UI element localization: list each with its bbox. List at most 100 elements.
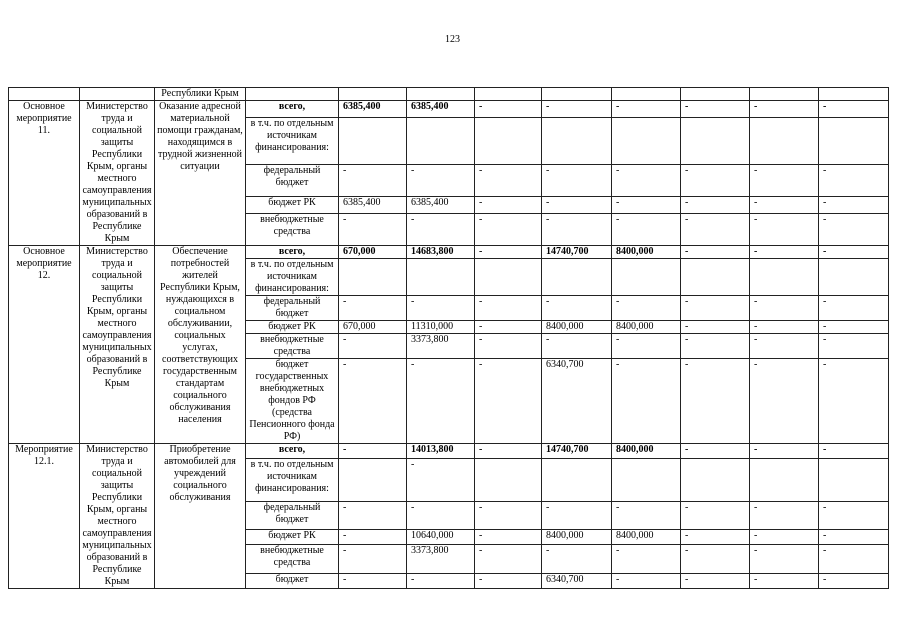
amount-cell: - (338, 164, 407, 198)
funding-source-cell: бюджет РК (245, 529, 339, 546)
amount-cell (541, 457, 612, 502)
amount-cell: - (338, 443, 407, 459)
amount-cell (611, 116, 681, 166)
table-row: Основное мероприятие 11. Министерство тру… (8, 100, 889, 246)
amount-cell (541, 116, 612, 166)
amount-cell: - (541, 212, 612, 247)
amount-cell: - (611, 212, 681, 247)
amount-cell: - (474, 212, 542, 247)
amount-cell: - (680, 196, 750, 214)
funding-source-cell: в т.ч. по отдельным источникам финансиро… (245, 457, 339, 502)
amount-cell (474, 457, 542, 502)
amount-cell: - (818, 196, 889, 214)
amount-cell: - (749, 358, 819, 444)
amount-cell: - (749, 500, 819, 531)
amount-cell: - (818, 358, 889, 444)
amount-cell: - (749, 320, 819, 334)
amount-cell: - (680, 320, 750, 334)
value-cell (541, 87, 612, 101)
amount-cell: - (611, 573, 681, 589)
table-row: Мероприятие 12.1. Министерство труда и со… (8, 443, 889, 589)
amount-cell: 8400,000 (611, 443, 681, 459)
amount-cell: - (749, 573, 819, 589)
table-row: внебюджетные средства - - - - - - - - (9, 212, 889, 247)
table-row: федеральный бюджет - - - - - - - - (9, 295, 889, 321)
amount-cell: - (406, 573, 475, 589)
amount-cell (474, 258, 542, 296)
funding-source-cell: всего, (245, 443, 339, 459)
amount-cell (680, 116, 750, 166)
amount-cell: - (818, 295, 889, 321)
amount-cell: - (474, 544, 542, 575)
amount-cell (749, 258, 819, 296)
amount-cell: 670,000 (338, 320, 407, 334)
amount-cell: - (338, 333, 407, 359)
name-cell: Республики Крым (154, 87, 246, 101)
amount-cell: - (338, 529, 407, 546)
value-cell (338, 87, 407, 101)
amount-cell: 10640,000 (406, 529, 475, 546)
funding-source-cell: бюджет (245, 573, 339, 589)
activity-cell (8, 87, 80, 101)
amount-cell: 6385,400 (406, 196, 475, 214)
amount-cell: 6340,700 (541, 573, 612, 589)
amount-cell: - (680, 212, 750, 247)
executor-cell (79, 87, 155, 101)
amount-cell: - (818, 500, 889, 531)
funding-source-cell: федеральный бюджет (245, 295, 339, 321)
amount-cell: - (818, 443, 889, 459)
amount-cell (541, 258, 612, 296)
amount-cell (818, 258, 889, 296)
amount-cell (406, 258, 475, 296)
amount-cell: - (749, 295, 819, 321)
funding-source-cell: всего, (245, 100, 339, 118)
amount-cell: - (474, 529, 542, 546)
amount-cell: - (818, 320, 889, 334)
amount-cell (338, 457, 407, 502)
amount-cell: - (406, 295, 475, 321)
amount-cell: - (474, 573, 542, 589)
funding-source-cell: внебюджетные средства (245, 212, 339, 247)
amount-cell: - (680, 529, 750, 546)
amount-cell: 8400,000 (541, 320, 612, 334)
amount-cell: - (680, 245, 750, 259)
amount-cell: - (541, 500, 612, 531)
amount-cell: 14740,700 (541, 245, 612, 259)
amount-cell: - (406, 358, 475, 444)
amount-cell (818, 116, 889, 166)
amount-cell: - (818, 100, 889, 118)
amount-cell: - (338, 500, 407, 531)
table-row: бюджет РК -10640,000-8400,000 8400,000- - - (9, 529, 889, 546)
table-row: федеральный бюджет - - - - - - - - (9, 164, 889, 198)
amount-cell: - (474, 500, 542, 531)
activity-cell: Основное мероприятие 11. (8, 100, 80, 246)
value-cell (611, 87, 681, 101)
amount-cell: 8400,000 (611, 320, 681, 334)
financing-table: Республики Крым Основное мероприятие 11. М… (8, 87, 889, 589)
amount-cell: - (749, 544, 819, 575)
amount-cell: 3373,800 (406, 544, 475, 575)
funding-source-cell: в т.ч. по отдельным источникам финансиро… (245, 116, 339, 166)
amount-cell: 670,000 (338, 245, 407, 259)
amount-cell: - (541, 196, 612, 214)
name-cell: Приобретение автомобилей для учреждений … (154, 443, 246, 589)
funding-source-cell: внебюджетные средства (245, 544, 339, 575)
activity-cell: Основное мероприятие 12. (8, 245, 80, 444)
value-cell (680, 87, 750, 101)
table-row: Республики Крым (8, 87, 889, 101)
amount-cell: 14013,800 (406, 443, 475, 459)
amount-cell: - (611, 500, 681, 531)
amount-cell: - (611, 196, 681, 214)
amount-cell: - (338, 295, 407, 321)
amount-cell: - (474, 443, 542, 459)
table-row: Основное мероприятие 12. Министерство тру… (8, 245, 889, 444)
executor-cell: Министерство труда и социальной защиты Р… (79, 100, 155, 246)
amount-cell: - (406, 500, 475, 531)
amount-cell (611, 258, 681, 296)
name-cell: Обеспечение потребностей жителей Республ… (154, 245, 246, 444)
amount-cell (680, 457, 750, 502)
amount-cell (611, 457, 681, 502)
amount-cell: - (680, 573, 750, 589)
value-cell (818, 87, 889, 101)
amount-cell (474, 116, 542, 166)
